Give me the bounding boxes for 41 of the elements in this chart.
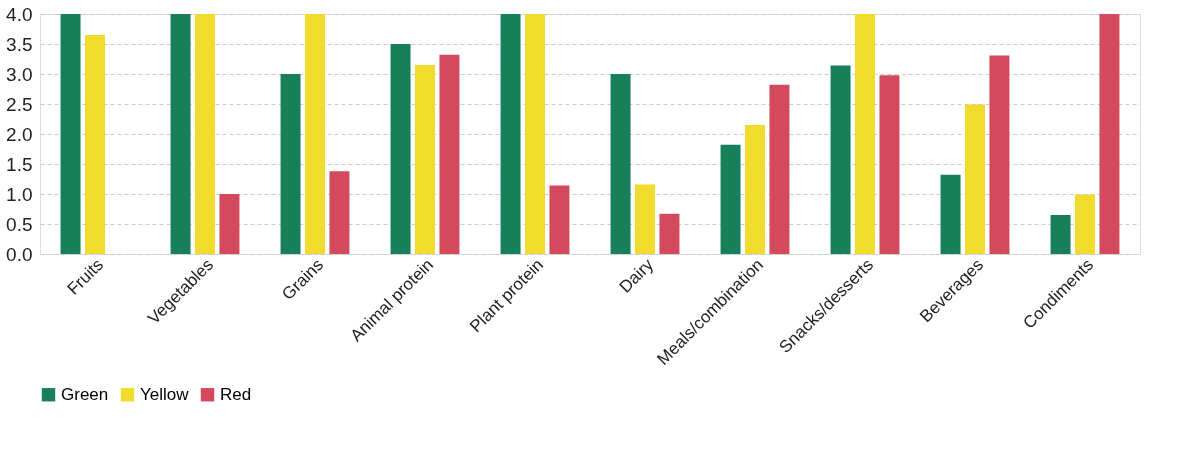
bar [500, 14, 521, 254]
bar [439, 54, 460, 254]
bar [415, 65, 435, 254]
bar [855, 14, 875, 254]
bar [525, 14, 545, 254]
y-tick-label: 2.5 [6, 93, 33, 115]
bar [745, 125, 765, 254]
legend-label: Green [61, 384, 109, 404]
bar [1050, 215, 1071, 254]
bar [965, 104, 985, 254]
y-tick-label: 3.0 [6, 63, 33, 85]
bar [390, 44, 411, 254]
bar [940, 174, 961, 254]
bar [830, 65, 851, 254]
y-tick-label: 2.0 [6, 123, 33, 145]
bar [610, 74, 631, 254]
y-tick-label: 1.0 [6, 183, 33, 205]
bar [195, 14, 215, 254]
bar [1075, 194, 1095, 254]
bar [989, 55, 1010, 254]
bar [1099, 14, 1120, 254]
y-tick-label: 4.0 [6, 3, 33, 25]
y-tick-label: 1.5 [6, 153, 33, 175]
bar [170, 14, 191, 254]
bar [219, 194, 240, 254]
bar [85, 35, 105, 254]
bar [659, 213, 680, 254]
bar [635, 184, 655, 254]
bar [280, 74, 301, 254]
y-tick-label: 0.5 [6, 213, 33, 235]
bar [329, 171, 350, 254]
legend-label: Yellow [140, 384, 190, 404]
y-tick-label: 3.5 [6, 33, 33, 55]
bar [769, 84, 790, 254]
bar [549, 185, 570, 254]
bar [60, 14, 81, 254]
legend-label: Red [220, 384, 252, 404]
bar [879, 75, 900, 254]
bar [305, 14, 325, 254]
bar [720, 144, 741, 254]
y-tick-label: 0.0 [6, 243, 33, 265]
